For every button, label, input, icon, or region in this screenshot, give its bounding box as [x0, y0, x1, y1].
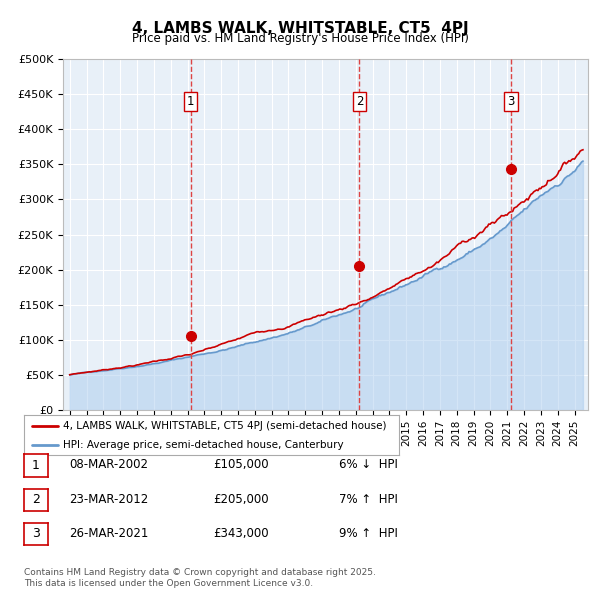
- Text: £205,000: £205,000: [213, 493, 269, 506]
- Text: Price paid vs. HM Land Registry's House Price Index (HPI): Price paid vs. HM Land Registry's House …: [131, 32, 469, 45]
- Text: 4, LAMBS WALK, WHITSTABLE, CT5 4PJ (semi-detached house): 4, LAMBS WALK, WHITSTABLE, CT5 4PJ (semi…: [64, 421, 387, 431]
- Text: 1: 1: [32, 459, 40, 472]
- Text: 9% ↑  HPI: 9% ↑ HPI: [339, 527, 398, 540]
- Text: 2: 2: [32, 493, 40, 506]
- Text: 4, LAMBS WALK, WHITSTABLE, CT5  4PJ: 4, LAMBS WALK, WHITSTABLE, CT5 4PJ: [131, 21, 469, 35]
- Text: £343,000: £343,000: [213, 527, 269, 540]
- Text: 23-MAR-2012: 23-MAR-2012: [69, 493, 148, 506]
- Text: HPI: Average price, semi-detached house, Canterbury: HPI: Average price, semi-detached house,…: [64, 440, 344, 450]
- Text: 6% ↓  HPI: 6% ↓ HPI: [339, 458, 398, 471]
- Text: 7% ↑  HPI: 7% ↑ HPI: [339, 493, 398, 506]
- Text: 2: 2: [356, 94, 363, 107]
- Text: 1: 1: [187, 94, 194, 107]
- Text: 3: 3: [508, 94, 515, 107]
- Text: Contains HM Land Registry data © Crown copyright and database right 2025.
This d: Contains HM Land Registry data © Crown c…: [24, 568, 376, 588]
- Text: 3: 3: [32, 527, 40, 540]
- Text: £105,000: £105,000: [213, 458, 269, 471]
- Text: 26-MAR-2021: 26-MAR-2021: [69, 527, 148, 540]
- Text: 08-MAR-2002: 08-MAR-2002: [69, 458, 148, 471]
